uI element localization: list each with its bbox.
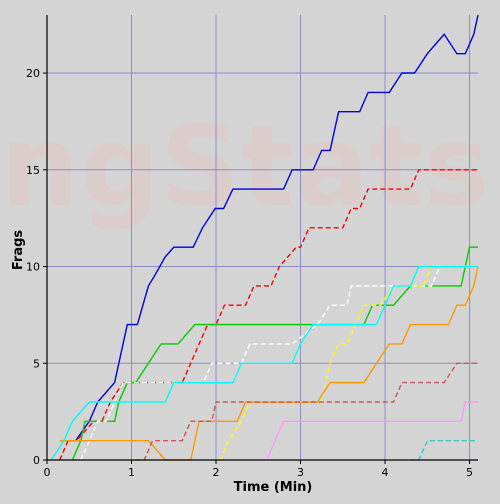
x-axis-label: Time (Min) <box>234 480 313 495</box>
series-line-3 <box>71 246 478 461</box>
series-line-8 <box>50 265 478 461</box>
x-tick-label-0: 0 <box>44 466 51 479</box>
x-tick-label-4: 4 <box>382 466 389 479</box>
x-tick-label-2: 2 <box>213 466 220 479</box>
series-line-6 <box>59 266 479 461</box>
x-tick-label-1: 1 <box>128 466 135 479</box>
y-tick-label-2: 10 <box>26 261 40 274</box>
series-line-10 <box>410 440 478 461</box>
y-tick-label-0: 0 <box>33 454 40 467</box>
y-tick-label-3: 15 <box>26 164 40 177</box>
series-lines <box>50 14 479 461</box>
y-axis-label: Frags <box>11 230 26 271</box>
y-tick-label-4: 20 <box>26 67 40 80</box>
series-line-1 <box>61 14 479 442</box>
x-tick-label-3: 3 <box>297 466 304 479</box>
series-line-5 <box>219 265 478 461</box>
y-tick-label-1: 5 <box>33 357 40 370</box>
watermark-text: ngStats <box>0 102 490 232</box>
axes <box>46 15 478 461</box>
x-tick-label-5: 5 <box>466 466 473 479</box>
tick-labels: 0 1 2 3 4 5 0 5 10 15 20 <box>26 67 473 479</box>
series-line-9 <box>266 401 478 461</box>
